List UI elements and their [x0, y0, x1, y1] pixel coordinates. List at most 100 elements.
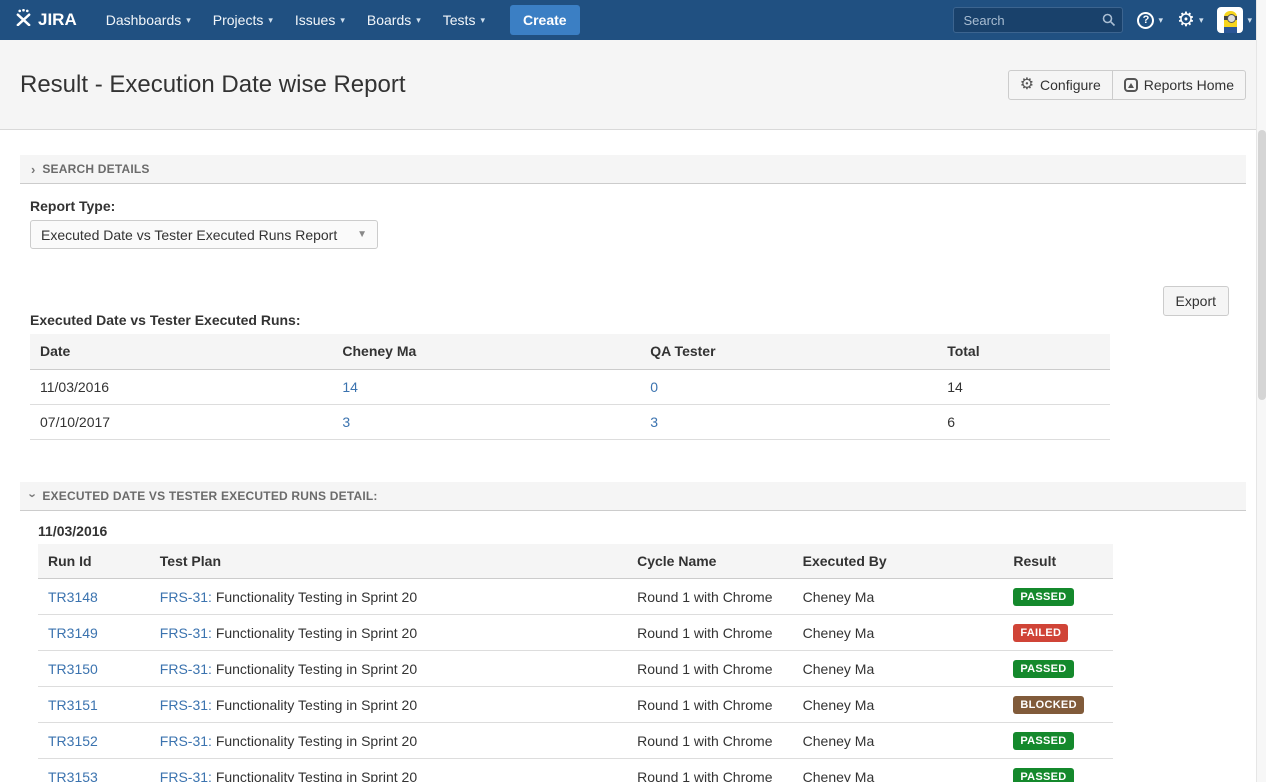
- run-id-link[interactable]: TR3149: [48, 625, 98, 641]
- test-plan-name: Functionality Testing in Sprint 20: [216, 625, 417, 641]
- configure-label: Configure: [1040, 77, 1101, 93]
- reports-home-button[interactable]: Reports Home: [1113, 70, 1246, 100]
- test-plan-key-link[interactable]: FRS-31:: [160, 733, 212, 749]
- chevron-right-icon: ›: [31, 162, 35, 177]
- nav-item-issues[interactable]: Issues▾: [284, 0, 356, 40]
- vertical-scrollbar[interactable]: [1256, 0, 1266, 782]
- column-header: Result: [1003, 544, 1113, 579]
- chevron-down-icon: ▼: [357, 229, 367, 240]
- result-badge: BLOCKED: [1013, 696, 1084, 714]
- column-header: Run Id: [38, 544, 150, 579]
- top-navbar: JIRA Dashboards▾Projects▾Issues▾Boards▾T…: [0, 0, 1266, 40]
- result-badge: PASSED: [1013, 660, 1073, 678]
- scrollbar-thumb[interactable]: [1258, 130, 1266, 400]
- test-plan-cell: FRS-31: Functionality Testing in Sprint …: [150, 759, 627, 782]
- summary-table: DateCheney MaQA TesterTotal 11/03/2016 1…: [30, 334, 1110, 440]
- gear-icon: ⚙: [1020, 77, 1034, 93]
- test-plan-key-link[interactable]: FRS-31:: [160, 625, 212, 641]
- table-row: TR3151 FRS-31: Functionality Testing in …: [38, 687, 1113, 723]
- report-type-field: Report Type: Executed Date vs Tester Exe…: [30, 198, 1246, 249]
- quick-search: [953, 7, 1123, 33]
- result-badge: PASSED: [1013, 768, 1073, 782]
- search-input[interactable]: [953, 7, 1123, 33]
- test-plan-key-link[interactable]: FRS-31:: [160, 589, 212, 605]
- column-header: Cycle Name: [627, 544, 793, 579]
- nav-item-tests[interactable]: Tests▾: [432, 0, 496, 40]
- admin-menu[interactable]: ⚙ ▾: [1177, 10, 1203, 30]
- test-plan-cell: FRS-31: Functionality Testing in Sprint …: [150, 687, 627, 723]
- executed-by-cell: Cheney Ma: [793, 759, 1004, 782]
- run-id-link[interactable]: TR3150: [48, 661, 98, 677]
- help-menu[interactable]: ? ▾: [1137, 12, 1163, 29]
- configure-button[interactable]: ⚙ Configure: [1008, 70, 1113, 100]
- table-row: 11/03/2016 14 0 14: [30, 369, 1110, 404]
- jira-logo-icon: [14, 9, 33, 31]
- chevron-down-icon: ›: [26, 493, 41, 497]
- table-row: TR3152 FRS-31: Functionality Testing in …: [38, 723, 1113, 759]
- jira-logo[interactable]: JIRA: [14, 9, 77, 31]
- search-icon: [1102, 13, 1116, 32]
- result-badge: FAILED: [1013, 624, 1068, 642]
- test-plan-cell: FRS-31: Functionality Testing in Sprint …: [150, 651, 627, 687]
- column-header: Date: [30, 334, 332, 369]
- run-id-link[interactable]: TR3151: [48, 697, 98, 713]
- export-button[interactable]: Export: [1163, 286, 1229, 316]
- cycle-name-cell: Round 1 with Chrome: [627, 687, 793, 723]
- table-row: 07/10/2017 3 3 6: [30, 404, 1110, 439]
- page-title: Result - Execution Date wise Report: [20, 71, 406, 99]
- report-type-value: Executed Date vs Tester Executed Runs Re…: [41, 227, 337, 243]
- executed-by-cell: Cheney Ma: [793, 579, 1004, 615]
- summary-block: Executed Date vs Tester Executed Runs: D…: [30, 312, 1246, 440]
- user-menu[interactable]: ▾: [1217, 7, 1252, 33]
- gear-icon: ⚙: [1177, 10, 1195, 30]
- column-header: Cheney Ma: [332, 334, 640, 369]
- nav-item-boards[interactable]: Boards▾: [356, 0, 432, 40]
- nav-item-projects[interactable]: Projects▾: [202, 0, 284, 40]
- create-button[interactable]: Create: [510, 5, 580, 35]
- header-actions: ⚙ Configure Reports Home: [1008, 70, 1246, 100]
- test-plan-key-link[interactable]: FRS-31:: [160, 697, 212, 713]
- summary-table-body: 11/03/2016 14 0 14 07/10/2017 3 3 6: [30, 369, 1110, 439]
- test-plan-key-link[interactable]: FRS-31:: [160, 661, 212, 677]
- test-plan-name: Functionality Testing in Sprint 20: [216, 697, 417, 713]
- column-header: Test Plan: [150, 544, 627, 579]
- detail-table-head-row: Run IdTest PlanCycle NameExecuted ByResu…: [38, 544, 1113, 579]
- detail-date-group: 11/03/2016: [38, 523, 1246, 539]
- table-row: TR3149 FRS-31: Functionality Testing in …: [38, 615, 1113, 651]
- test-plan-key-link[interactable]: FRS-31:: [160, 769, 212, 782]
- run-count-link[interactable]: 14: [342, 379, 358, 395]
- date-cell: 11/03/2016: [30, 369, 332, 404]
- nav-item-dashboards[interactable]: Dashboards▾: [95, 0, 202, 40]
- executed-by-cell: Cheney Ma: [793, 651, 1004, 687]
- chevron-down-icon: ▾: [416, 16, 421, 25]
- chevron-down-icon: ▾: [186, 16, 191, 25]
- help-icon: ?: [1137, 12, 1154, 29]
- column-header: QA Tester: [640, 334, 937, 369]
- report-type-select[interactable]: Executed Date vs Tester Executed Runs Re…: [30, 220, 378, 249]
- test-plan-cell: FRS-31: Functionality Testing in Sprint …: [150, 579, 627, 615]
- table-row: TR3148 FRS-31: Functionality Testing in …: [38, 579, 1113, 615]
- run-id-link[interactable]: TR3148: [48, 589, 98, 605]
- test-plan-name: Functionality Testing in Sprint 20: [216, 733, 417, 749]
- jira-logo-text: JIRA: [38, 10, 77, 30]
- report-type-label: Report Type:: [30, 198, 1246, 214]
- result-badge: PASSED: [1013, 732, 1073, 750]
- detail-section-toggle[interactable]: › EXECUTED DATE VS TESTER EXECUTED RUNS …: [20, 482, 1246, 511]
- run-count-link[interactable]: 3: [650, 414, 658, 430]
- table-row: TR3150 FRS-31: Functionality Testing in …: [38, 651, 1113, 687]
- column-header: Total: [937, 334, 1110, 369]
- search-details-toggle[interactable]: › SEARCH DETAILS: [20, 155, 1246, 184]
- chevron-down-icon: ▾: [268, 16, 273, 25]
- run-id-link[interactable]: TR3153: [48, 769, 98, 782]
- run-count-link[interactable]: 3: [342, 414, 350, 430]
- page-header: Result - Execution Date wise Report ⚙ Co…: [0, 40, 1266, 130]
- chevron-down-icon: ▾: [1199, 16, 1204, 25]
- cycle-name-cell: Round 1 with Chrome: [627, 723, 793, 759]
- run-id-link[interactable]: TR3152: [48, 733, 98, 749]
- summary-table-head-row: DateCheney MaQA TesterTotal: [30, 334, 1110, 369]
- date-cell: 07/10/2017: [30, 404, 332, 439]
- run-count-link[interactable]: 0: [650, 379, 658, 395]
- nav-menus: Dashboards▾Projects▾Issues▾Boards▾Tests▾: [95, 0, 496, 40]
- total-cell: 6: [937, 404, 1110, 439]
- result-badge: PASSED: [1013, 588, 1073, 606]
